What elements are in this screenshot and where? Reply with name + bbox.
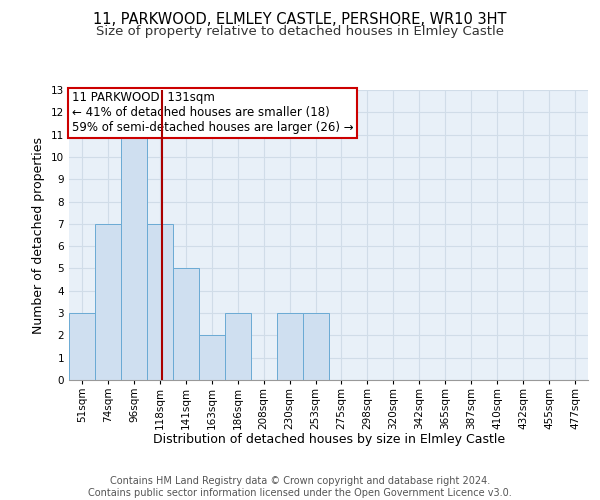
Bar xyxy=(302,313,329,380)
Bar xyxy=(121,134,147,380)
Bar xyxy=(199,336,224,380)
Text: Contains HM Land Registry data © Crown copyright and database right 2024.
Contai: Contains HM Land Registry data © Crown c… xyxy=(88,476,512,498)
Bar xyxy=(95,224,121,380)
Bar xyxy=(173,268,199,380)
Text: 11, PARKWOOD, ELMLEY CASTLE, PERSHORE, WR10 3HT: 11, PARKWOOD, ELMLEY CASTLE, PERSHORE, W… xyxy=(93,12,507,28)
Bar xyxy=(277,313,302,380)
Y-axis label: Number of detached properties: Number of detached properties xyxy=(32,136,46,334)
Bar xyxy=(147,224,173,380)
Text: 11 PARKWOOD: 131sqm
← 41% of detached houses are smaller (18)
59% of semi-detach: 11 PARKWOOD: 131sqm ← 41% of detached ho… xyxy=(71,92,353,134)
Text: Size of property relative to detached houses in Elmley Castle: Size of property relative to detached ho… xyxy=(96,25,504,38)
Bar xyxy=(225,313,251,380)
Text: Distribution of detached houses by size in Elmley Castle: Distribution of detached houses by size … xyxy=(153,432,505,446)
Bar xyxy=(69,313,95,380)
